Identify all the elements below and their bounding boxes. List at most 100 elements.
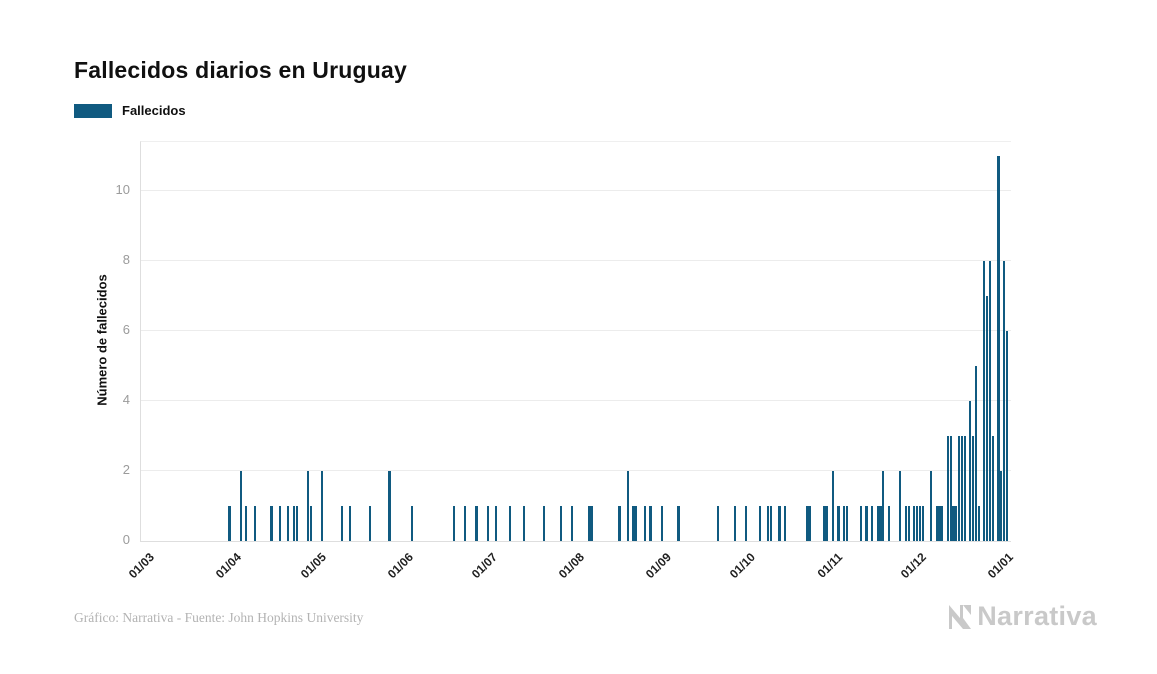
- bar: [907, 506, 910, 541]
- bar: [660, 506, 663, 541]
- bar: [955, 506, 958, 541]
- y-axis-title: Número de fallecidos: [94, 274, 110, 406]
- bar: [941, 506, 944, 541]
- bar: [475, 506, 478, 541]
- bar: [823, 506, 826, 541]
- bar: [929, 471, 933, 541]
- bar: [991, 436, 994, 541]
- bar: [287, 506, 290, 541]
- bar: [938, 506, 941, 541]
- bar: [253, 506, 256, 541]
- bar: [845, 506, 848, 541]
- bar: [643, 506, 646, 541]
- x-tick-label: 01/07: [468, 550, 500, 582]
- source-credit: Gráfico: Narrativa - Fuente: John Hopkin…: [74, 610, 364, 625]
- legend: Fallecidos: [74, 103, 186, 118]
- bar: [239, 471, 242, 541]
- bar: [270, 506, 273, 541]
- bar: [494, 506, 498, 541]
- bar: [590, 506, 593, 541]
- bar: [865, 506, 868, 541]
- bar: [278, 506, 282, 541]
- x-tick-label: 01/09: [642, 550, 674, 582]
- bar: [946, 436, 949, 541]
- gridline: [141, 400, 1011, 401]
- bar: [876, 506, 879, 541]
- bar: [464, 506, 467, 541]
- bar: [997, 156, 1000, 541]
- y-tick-label: 0: [122, 532, 130, 547]
- gridline: [141, 470, 1011, 471]
- x-tick-label: 01/05: [297, 550, 329, 582]
- narrativa-logo-icon: [949, 604, 972, 629]
- bar: [767, 506, 770, 541]
- bar: [887, 506, 891, 541]
- x-tick-label: 01/10: [726, 550, 758, 582]
- bar: [542, 506, 545, 541]
- bar: [388, 471, 391, 541]
- bar: [859, 506, 862, 541]
- bar: [292, 506, 296, 541]
- bar: [960, 436, 964, 541]
- bar: [758, 506, 761, 541]
- bar: [952, 506, 955, 541]
- bar: [228, 506, 231, 541]
- bar: [349, 506, 352, 541]
- bar: [986, 296, 989, 541]
- bar: [918, 506, 921, 541]
- bar: [632, 506, 635, 541]
- x-tick-label: 01/03: [126, 550, 158, 582]
- bar: [963, 436, 966, 541]
- bar: [523, 506, 526, 541]
- x-tick-label: 01/08: [555, 550, 587, 582]
- y-tick-label: 6: [122, 322, 130, 337]
- bar: [744, 506, 747, 541]
- bar: [410, 506, 413, 541]
- bar: [879, 506, 882, 541]
- bar: [949, 436, 952, 541]
- narrativa-logo-text: Narrativa: [977, 601, 1097, 631]
- narrativa-logo: Narrativa: [947, 601, 1097, 632]
- bar: [769, 506, 773, 541]
- bar: [972, 436, 975, 541]
- bar: [486, 506, 489, 541]
- bar: [988, 261, 992, 541]
- bar: [309, 506, 312, 541]
- x-tick-label: 01/04: [213, 550, 245, 582]
- bar: [1002, 261, 1006, 541]
- bar: [778, 506, 781, 541]
- bar: [649, 506, 652, 541]
- x-tick-label: 01/11: [814, 550, 845, 581]
- y-tick-label: 2: [122, 462, 130, 477]
- bar: [340, 506, 343, 541]
- legend-swatch-icon: [74, 103, 112, 118]
- bar: [977, 506, 980, 541]
- bar: [245, 506, 248, 541]
- bar: [1005, 331, 1008, 541]
- bar: [716, 506, 719, 541]
- bar: [806, 506, 809, 541]
- bar: [559, 506, 562, 541]
- bar: [295, 506, 298, 541]
- x-tick-label: 01/01: [984, 550, 1017, 582]
- bar: [837, 506, 840, 541]
- gridline: [141, 330, 1011, 331]
- bar: [570, 506, 573, 541]
- bar: [784, 506, 787, 541]
- y-tick-label: 4: [122, 392, 130, 407]
- x-tick-label: 01/12: [897, 550, 930, 582]
- bar: [809, 506, 812, 541]
- bar: [508, 506, 512, 541]
- bar: [913, 506, 916, 541]
- bar: [871, 506, 874, 541]
- bar: [826, 506, 829, 541]
- bar: [899, 471, 902, 541]
- legend-label: Fallecidos: [122, 103, 186, 118]
- page-title: Fallecidos diarios en Uruguay: [74, 57, 407, 84]
- bar: [915, 506, 919, 541]
- bar: [842, 506, 846, 541]
- bar: [587, 506, 590, 541]
- bar: [921, 506, 924, 541]
- bar: [983, 261, 986, 541]
- bar: [626, 471, 630, 541]
